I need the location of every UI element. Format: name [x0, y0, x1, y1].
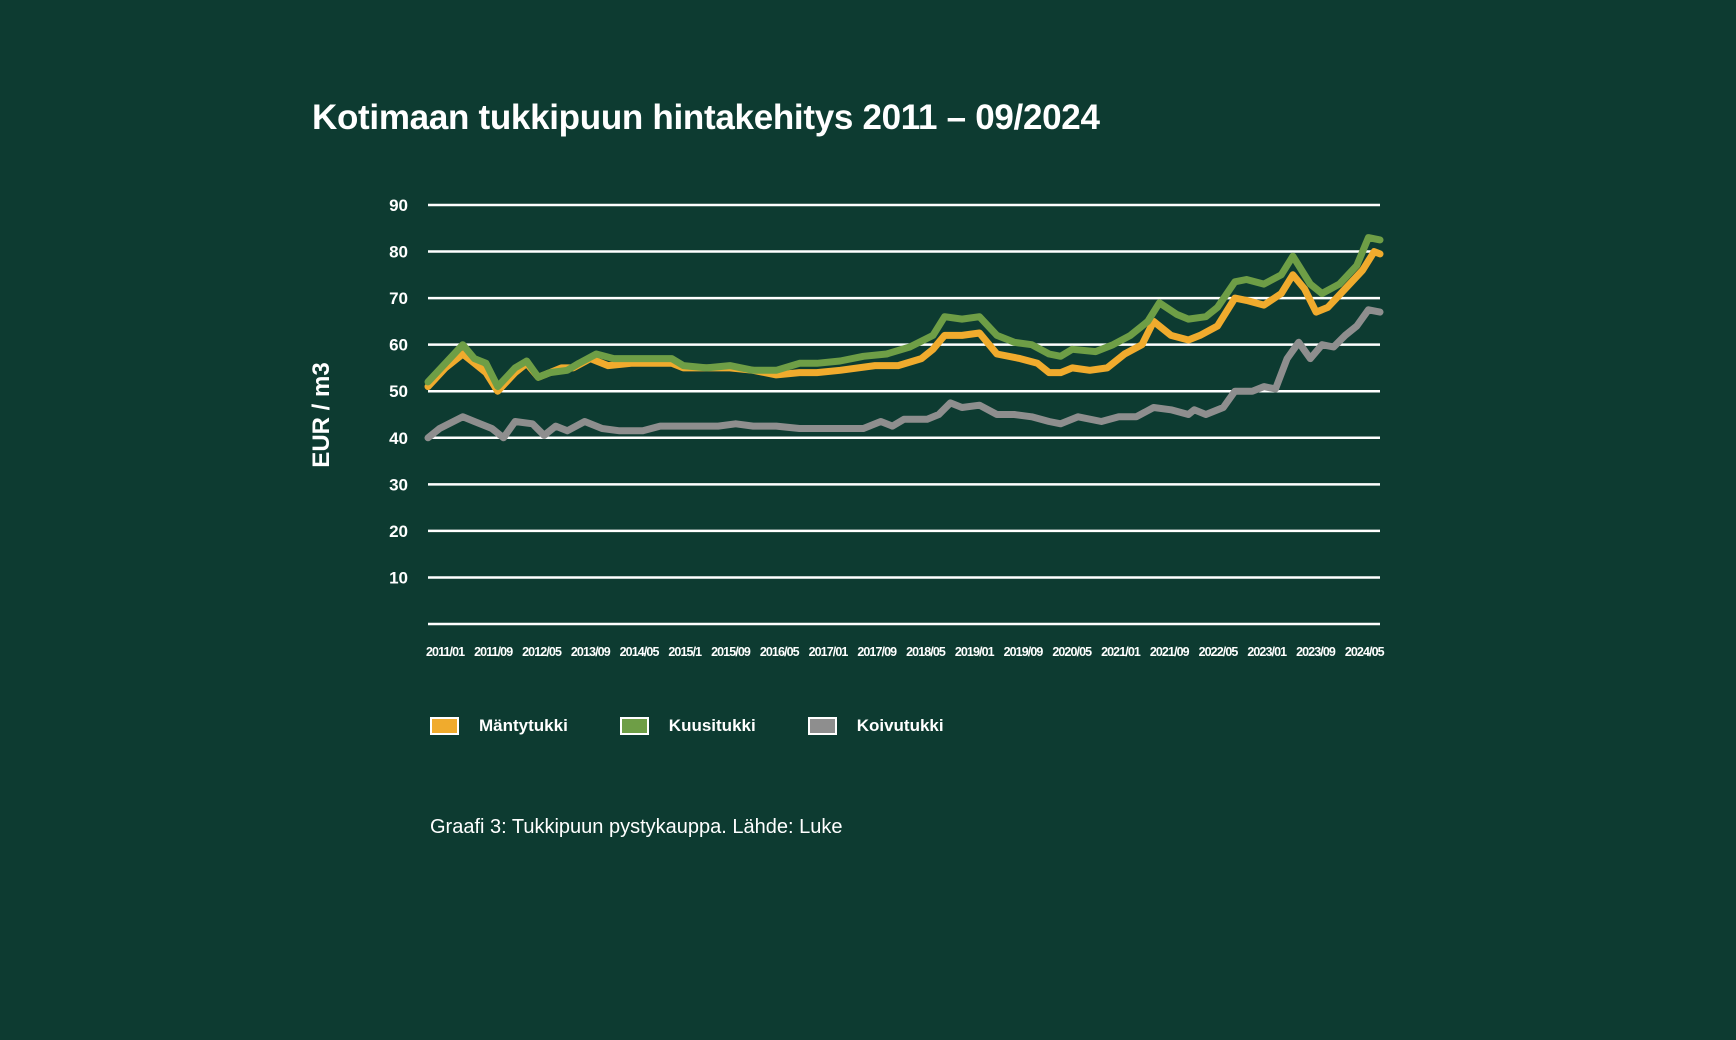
x-tick-label: 2011/01 [426, 645, 465, 659]
series-line-kuusitukki [424, 234, 1384, 391]
x-tick-label: 2017/01 [808, 645, 849, 659]
legend-swatch [807, 717, 837, 735]
x-tick-label: 2020/05 [1052, 645, 1092, 659]
legend: Mäntytukki Kuusitukki Koivutukki [430, 716, 996, 736]
x-tick-label: 2023/01 [1247, 645, 1287, 659]
legend-swatch [430, 717, 459, 735]
legend-swatch [619, 717, 649, 735]
chart-caption: Graafi 3: Tukkipuun pystykauppa. Lähde: … [430, 816, 843, 838]
chart-title: Kotimaan tukkipuun hintakehitys 2011 – 0… [312, 98, 1100, 137]
x-tick-label: 2017/09 [857, 645, 897, 659]
x-tick-label: 2018/05 [906, 645, 946, 659]
x-tick-label: 2022/05 [1198, 645, 1239, 659]
x-tick-label: 2021/09 [1149, 645, 1190, 659]
y-tick-label: 50 [389, 382, 408, 401]
y-tick-label: 30 [389, 475, 408, 494]
x-tick-label: 2023/09 [1296, 645, 1336, 659]
y-tick-label: 40 [389, 429, 408, 448]
x-tick-label: 2021/01 [1101, 645, 1141, 659]
legend-label: Koivutukki [856, 716, 944, 735]
legend-label: Mäntytukki [479, 716, 568, 735]
y-tick-label: 10 [389, 568, 408, 587]
x-tick-label: 2024/05 [1344, 645, 1385, 659]
x-tick-label: 2019/09 [1003, 645, 1044, 659]
series-line-koivutukki [424, 306, 1384, 442]
y-tick-label: 80 [389, 243, 408, 262]
y-tick-label: 90 [389, 196, 408, 215]
legend-item: Koivutukki [807, 716, 944, 736]
y-tick-label: 60 [389, 336, 408, 355]
x-tick-label: 2015/09 [711, 645, 751, 659]
x-tick-label: 2015/1 [668, 645, 702, 659]
x-tick-label: 2016/05 [759, 645, 800, 659]
x-axis-tick-labels: 2011/01 2011/09 2012/05 2013/09 2014/05 2015/… [426, 645, 1385, 659]
x-tick-label: 2019/01 [954, 645, 995, 659]
legend-label: Kuusitukki [668, 716, 756, 735]
x-tick-label: 2012/05 [522, 645, 562, 659]
legend-item: Kuusitukki [619, 716, 756, 736]
y-tick-label: 20 [389, 522, 408, 541]
x-tick-label: 2011/09 [474, 645, 513, 659]
legend-item: Mäntytukki [430, 716, 568, 736]
y-tick-label: 70 [389, 289, 408, 308]
x-tick-label: 2014/05 [619, 645, 660, 659]
x-tick-label: 2013/09 [570, 645, 611, 659]
